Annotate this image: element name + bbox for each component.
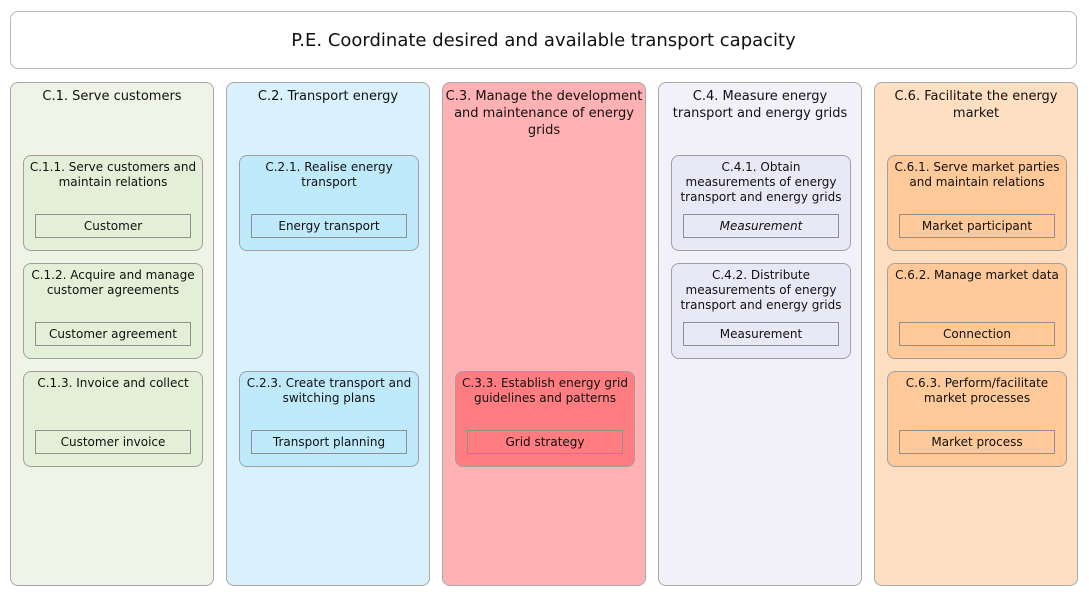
business-object: Energy transport <box>251 214 407 238</box>
capability-title: C.6.3. Perform/facilitate market process… <box>905 376 1049 405</box>
diagram-title: P.E. Coordinate desired and available tr… <box>10 11 1077 69</box>
capability-title: C.2.3. Create transport and switching pl… <box>246 376 412 405</box>
business-object: Market participant <box>899 214 1055 238</box>
column-energy-market: C.6. Facilitate the energy market C.6.1.… <box>874 82 1078 586</box>
capability-title: C.1.1. Serve customers and maintain rela… <box>29 160 197 189</box>
capability-title: C.6.1. Serve market parties and maintain… <box>894 160 1060 189</box>
capability-c1-1: C.1.1. Serve customers and maintain rela… <box>23 155 203 251</box>
column-title: C.4. Measure energy transport and energy… <box>672 89 848 121</box>
business-object: Grid strategy <box>467 430 623 454</box>
business-object: Customer <box>35 214 191 238</box>
capability-title: C.1.2. Acquire and manage customer agree… <box>31 268 195 297</box>
capability-title: C.1.3. Invoice and collect <box>37 376 189 390</box>
capability-title: C.2.1. Realise energy transport <box>265 160 393 189</box>
column-title: C.1. Serve customers <box>42 89 182 104</box>
capability-c6-2: C.6.2. Manage market data Connection <box>887 263 1067 359</box>
column-measure-energy: C.4. Measure energy transport and energy… <box>658 82 862 586</box>
capability-c1-3: C.1.3. Invoice and collect Customer invo… <box>23 371 203 467</box>
capability-title: C.4.2. Distribute measurements of energy… <box>680 268 842 312</box>
capability-title: C.3.3. Establish energy grid guidelines … <box>462 376 628 405</box>
capability-c2-3: C.2.3. Create transport and switching pl… <box>239 371 419 467</box>
capability-title: C.4.1. Obtain measurements of energy tra… <box>680 160 842 204</box>
business-object: Customer agreement <box>35 322 191 346</box>
column-title: C.3. Manage the development and maintena… <box>445 89 643 138</box>
capability-c6-3: C.6.3. Perform/facilitate market process… <box>887 371 1067 467</box>
capability-c3-3: C.3.3. Establish energy grid guidelines … <box>455 371 635 467</box>
capability-c6-1: C.6.1. Serve market parties and maintain… <box>887 155 1067 251</box>
column-serve-customers: C.1. Serve customers C.1.1. Serve custom… <box>10 82 214 586</box>
capability-c2-1: C.2.1. Realise energy transport Energy t… <box>239 155 419 251</box>
business-object: Transport planning <box>251 430 407 454</box>
column-manage-grids: C.3. Manage the development and maintena… <box>442 82 646 586</box>
capability-c4-1: C.4.1. Obtain measurements of energy tra… <box>671 155 851 251</box>
business-object: Customer invoice <box>35 430 191 454</box>
capability-c4-2: C.4.2. Distribute measurements of energy… <box>671 263 851 359</box>
business-object: Connection <box>899 322 1055 346</box>
capability-title: C.6.2. Manage market data <box>895 268 1059 282</box>
column-title: C.6. Facilitate the energy market <box>894 89 1058 121</box>
column-title: C.2. Transport energy <box>257 89 399 104</box>
business-object: Market process <box>899 430 1055 454</box>
column-transport-energy: C.2. Transport energy C.2.1. Realise ene… <box>226 82 430 586</box>
capability-c1-2: C.1.2. Acquire and manage customer agree… <box>23 263 203 359</box>
business-object: Measurement <box>683 214 839 238</box>
business-object: Measurement <box>683 322 839 346</box>
